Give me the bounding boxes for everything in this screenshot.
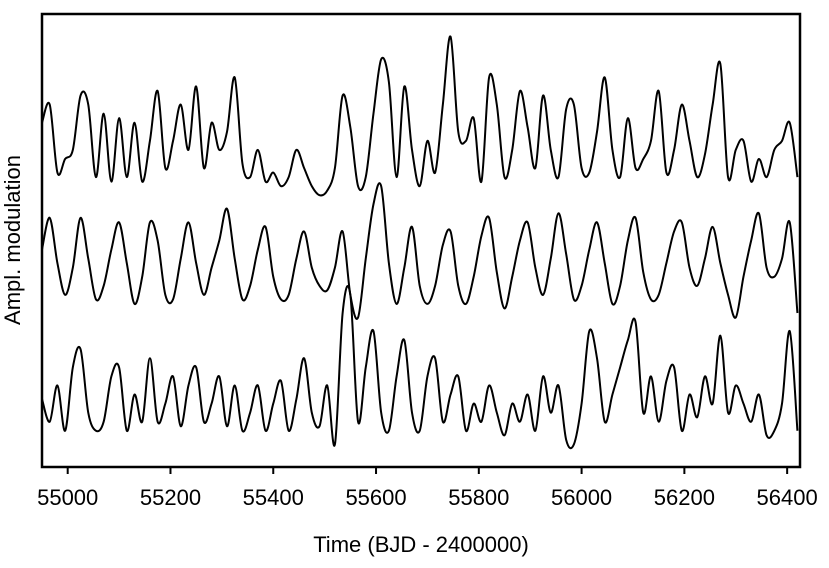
plot-frame — [40, 12, 802, 469]
series-line — [41, 285, 799, 450]
series-line — [41, 182, 799, 320]
x-tick-label: 55800 — [448, 485, 509, 510]
y-axis-title: Ampl. modulation — [0, 155, 25, 325]
x-axis-title: Time (BJD - 2400000) — [313, 532, 529, 557]
x-tick-label: 56200 — [654, 485, 715, 510]
x-tick-label: 55400 — [243, 485, 304, 510]
series-line — [41, 35, 799, 197]
x-tick-label: 56400 — [757, 485, 818, 510]
x-tick-label: 56000 — [551, 485, 612, 510]
x-tick-label: 55600 — [345, 485, 406, 510]
x-tick-label: 55000 — [37, 485, 98, 510]
x-tick-label: 55200 — [140, 485, 201, 510]
